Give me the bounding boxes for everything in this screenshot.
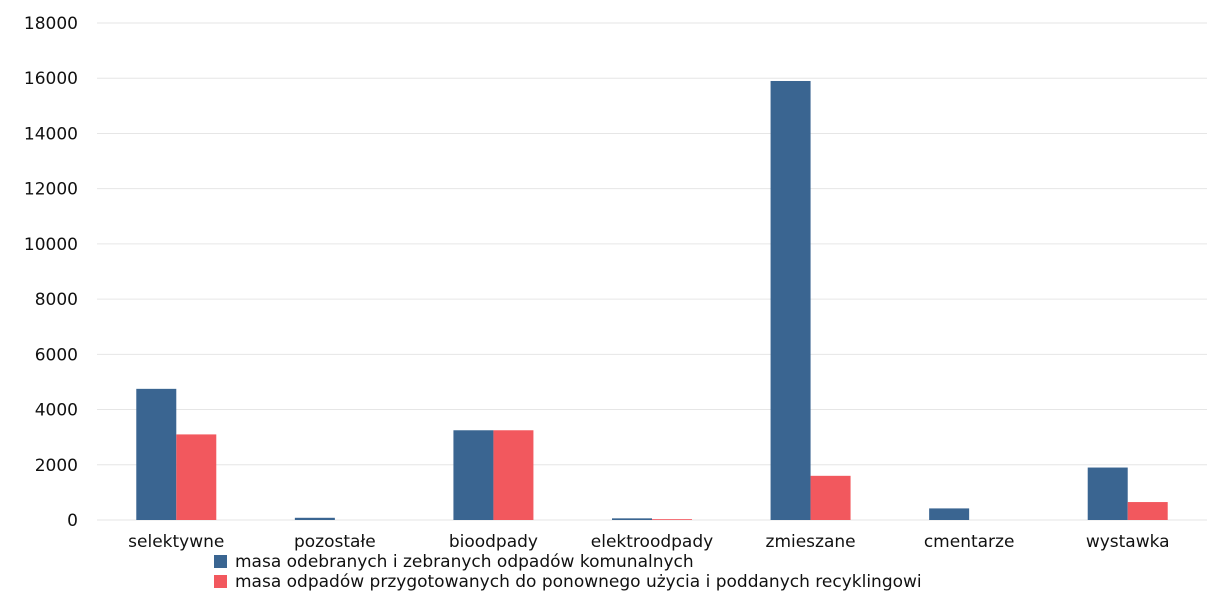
y-tick-label: 2000 [35,456,78,476]
legend-swatch [214,555,227,568]
y-tick-label: 12000 [24,180,78,200]
bar-series-1-elektroodpady [612,518,652,520]
bars [136,80,1168,520]
x-tick-label: elektroodpady [591,532,713,552]
legend-label: masa odebranych i zebranych odpadów komu… [235,552,694,572]
bar-series-2-bioodpady [493,430,534,520]
bar-series-2-selektywne [176,434,217,520]
x-tick-label: wystawka [1086,532,1170,552]
bar-series-1-wystawka [1087,467,1128,520]
x-tick-label: bioodpady [449,532,538,552]
grid-lines [97,22,1207,521]
y-tick-label: 4000 [35,401,78,421]
bar-series-2-zmieszane [810,475,851,520]
y-tick-label: 6000 [35,345,78,365]
x-tick-label: cmentarze [924,532,1015,552]
x-tick-label: zmieszane [766,532,856,552]
y-tick-label: 14000 [24,124,78,144]
bar-series-1-bioodpady [453,430,494,520]
x-tick-label: pozostałe [294,532,376,552]
y-tick-label: 0 [67,511,78,531]
y-tick-label: 10000 [24,235,78,255]
x-axis-ticks: selektywne pozostałe bioodpady elektroodpad… [128,532,1169,552]
legend: masa odebranych i zebranych odpadów komu… [214,552,922,592]
bar-series-2-elektroodpady [652,519,692,520]
bar-series-1-zmieszane [770,80,811,520]
y-tick-label: 18000 [24,14,78,34]
legend-label: masa odpadów przygotowanych do ponownego… [235,572,922,592]
bar-series-2-wystawka [1127,502,1168,520]
bar-series-1-selektywne [136,388,177,520]
bar-series-1-pozostałe [294,517,335,520]
y-axis-ticks: 0 2000 4000 6000 8000 10000 12000 14000 16000 180… [24,14,78,531]
y-tick-label: 16000 [24,69,78,89]
y-tick-label: 8000 [35,290,78,310]
bar-series-1-cmentarze [929,508,970,520]
x-tick-label: selektywne [128,532,224,552]
legend-swatch [214,575,227,588]
